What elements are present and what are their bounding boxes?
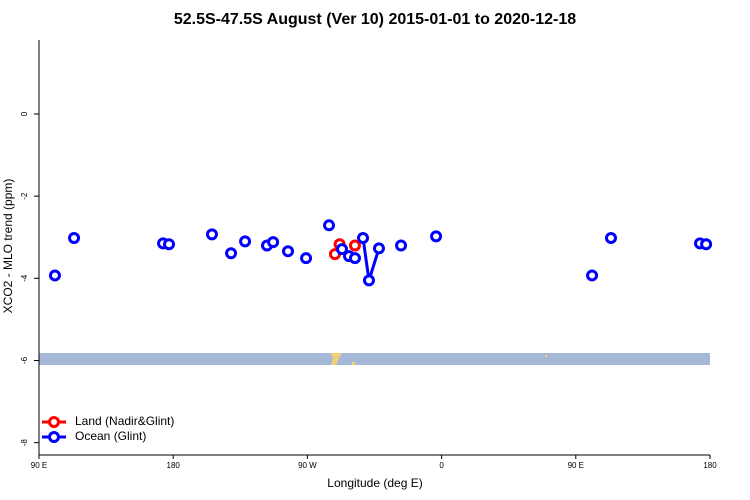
y-tick-label: -6: [20, 356, 29, 364]
data-point: [372, 242, 385, 255]
legend-marker: [48, 416, 60, 428]
y-axis-label: XCO2 - MLO trend (ppm): [1, 179, 15, 314]
legend-label: Ocean (Glint): [75, 429, 146, 443]
data-point: [362, 274, 375, 287]
data-point: [225, 247, 238, 260]
data-point: [348, 239, 361, 252]
y-tick-label: 0: [20, 111, 29, 116]
data-point: [205, 228, 218, 241]
data-point: [335, 243, 348, 256]
legend-marker: [48, 431, 60, 443]
y-tick-label: -2: [20, 192, 29, 200]
data-point: [604, 232, 617, 245]
map-strip: [39, 353, 710, 365]
data-point: [68, 232, 81, 245]
data-point: [586, 269, 599, 282]
data-point: [323, 219, 336, 232]
x-tick-label: 0: [439, 461, 444, 470]
x-tick-label: 90 E: [568, 461, 584, 470]
data-point: [48, 269, 61, 282]
legend-label: Land (Nadir&Glint): [75, 414, 174, 428]
x-axis-label: Longitude (deg E): [327, 476, 422, 490]
y-tick-label: -4: [20, 274, 29, 282]
data-point: [430, 230, 443, 243]
y-tick-label: -8: [20, 439, 29, 447]
x-tick-label: 90 E: [31, 461, 47, 470]
x-tick-label: 90 W: [298, 461, 317, 470]
data-point: [357, 232, 370, 245]
x-tick-label: 180: [703, 461, 717, 470]
data-point: [700, 238, 713, 251]
chart-title: 52.5S-47.5S August (Ver 10) 2015-01-01 t…: [174, 11, 576, 28]
data-point: [163, 238, 176, 251]
data-point: [267, 236, 280, 249]
x-tick-label: 180: [167, 461, 181, 470]
data-point: [239, 235, 252, 248]
data-point: [348, 252, 361, 265]
data-point: [395, 239, 408, 252]
data-point: [300, 252, 313, 265]
data-point: [282, 245, 295, 258]
